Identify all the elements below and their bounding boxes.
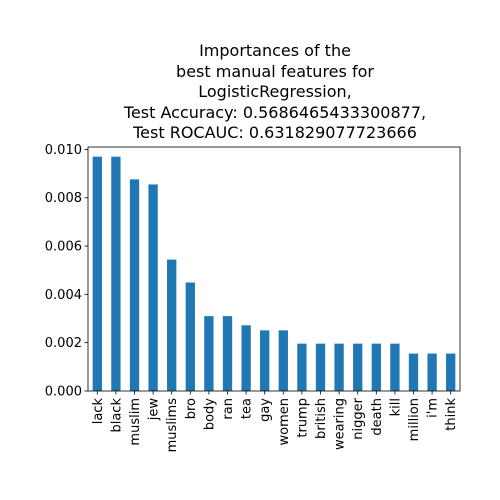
y-tick-label: 0.010 [45, 143, 82, 158]
bar-jew [148, 184, 158, 391]
bar-bro [185, 282, 195, 391]
x-tick-label: british [314, 398, 329, 439]
x-tick-label: tea [240, 398, 255, 419]
bar-lack [92, 156, 102, 391]
bar-im [427, 353, 437, 391]
bar-gay [260, 330, 270, 391]
bar-tea [241, 325, 251, 391]
y-tick-label: 0.006 [45, 240, 82, 255]
x-tick-label: ran [221, 398, 236, 420]
chart-title-line: Test ROCAUC: 0.631829077723666 [132, 123, 417, 142]
x-tick-label: wearing [333, 398, 348, 450]
bar-muslims [167, 259, 177, 391]
axes-frame [87, 146, 461, 392]
x-tick-label: black [109, 398, 124, 433]
bar-nigger [353, 343, 363, 391]
x-tick-label: body [202, 398, 217, 430]
chart-title-line: LogisticRegression, [198, 82, 351, 101]
bar-think [446, 353, 456, 391]
x-tick-label: jew [147, 398, 162, 422]
bar-million [408, 353, 419, 391]
chart-title: Importances of the best manual features … [123, 41, 426, 142]
bar-death [371, 343, 381, 391]
bar-wearing [334, 343, 344, 391]
bar-british [315, 343, 326, 391]
bar-kill [390, 343, 400, 391]
y-tick-label: 0.004 [45, 288, 82, 303]
x-tick-label: nigger [351, 397, 366, 439]
bar-women [278, 330, 288, 391]
bar-trump [297, 343, 307, 391]
x-tick-label: lack [91, 398, 106, 425]
x-tick-label: think [444, 398, 459, 431]
y-tick-label: 0.002 [45, 336, 82, 351]
x-tick-label: i'm [426, 398, 441, 418]
bar-black [111, 156, 121, 391]
x-tick-label: muslim [128, 398, 143, 446]
x-tick-label: bro [184, 398, 199, 419]
bar-ran [222, 316, 233, 391]
x-tick-label: kill [388, 398, 403, 416]
bar-body [204, 316, 214, 391]
y-tick-label: 0.008 [45, 191, 82, 206]
x-tick-label: muslims [165, 398, 180, 453]
x-tick-label: gay [258, 398, 273, 422]
x-tick-label: million [407, 398, 422, 441]
chart-title-line: Test Accuracy: 0.5686465433300877, [123, 103, 426, 122]
chart-title-line: Importances of the [199, 41, 351, 60]
x-tick-label: women [277, 398, 292, 446]
x-tick-label: trump [295, 398, 310, 438]
bar-muslim [129, 179, 140, 391]
x-tick-label: death [370, 398, 385, 436]
chart-title-line: best manual features for [176, 62, 374, 81]
y-tick-label: 0.000 [45, 385, 82, 400]
